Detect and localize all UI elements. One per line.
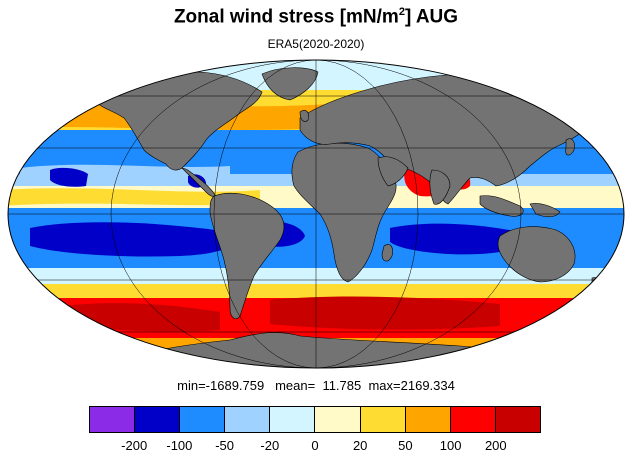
colorbar-swatch	[90, 407, 136, 432]
stat-min: -1689.759	[205, 378, 265, 393]
colorbar-swatch	[315, 407, 361, 432]
colorbar-swatch	[135, 407, 181, 432]
map-subtitle: ERA5(2020-2020)	[267, 37, 365, 51]
map-title: Zonal wind stress [mN/m2] AUG	[173, 6, 459, 28]
colorbar-tick-label: 50	[398, 438, 413, 453]
colorbar-swatch	[495, 407, 540, 432]
colorbar-swatch	[360, 407, 406, 432]
map-border	[7, 59, 625, 369]
colorbar-tick-label: 0	[311, 438, 319, 453]
colorbar-tick-label: -50	[215, 438, 234, 453]
colorbar-tick-label: -20	[260, 438, 280, 453]
statistics-line: min=-1689.759 mean= 11.785 max=2169.334	[177, 378, 455, 393]
world-map	[7, 59, 625, 369]
colorbar	[89, 406, 541, 433]
colorbar-ticks: -200 -100 -50 -20 0 20 50 100 200	[89, 438, 541, 456]
colorbar-tick-label: -200	[121, 438, 148, 453]
colorbar-tick-label: 200	[484, 438, 507, 453]
colorbar-swatch	[270, 407, 316, 432]
colorbar-tick-label: -100	[166, 438, 193, 453]
colorbar-swatch	[225, 407, 271, 432]
stat-max: 2169.334	[400, 378, 455, 393]
stat-mean: 11.785	[322, 378, 362, 393]
colorbar-swatch	[180, 407, 226, 432]
colorbar-tick-label: 100	[439, 438, 462, 453]
colorbar-swatch	[450, 407, 496, 432]
graticule	[8, 60, 624, 368]
colorbar-tick-label: 20	[352, 438, 368, 453]
colorbar-swatch	[405, 407, 451, 432]
land-masses	[79, 67, 601, 368]
